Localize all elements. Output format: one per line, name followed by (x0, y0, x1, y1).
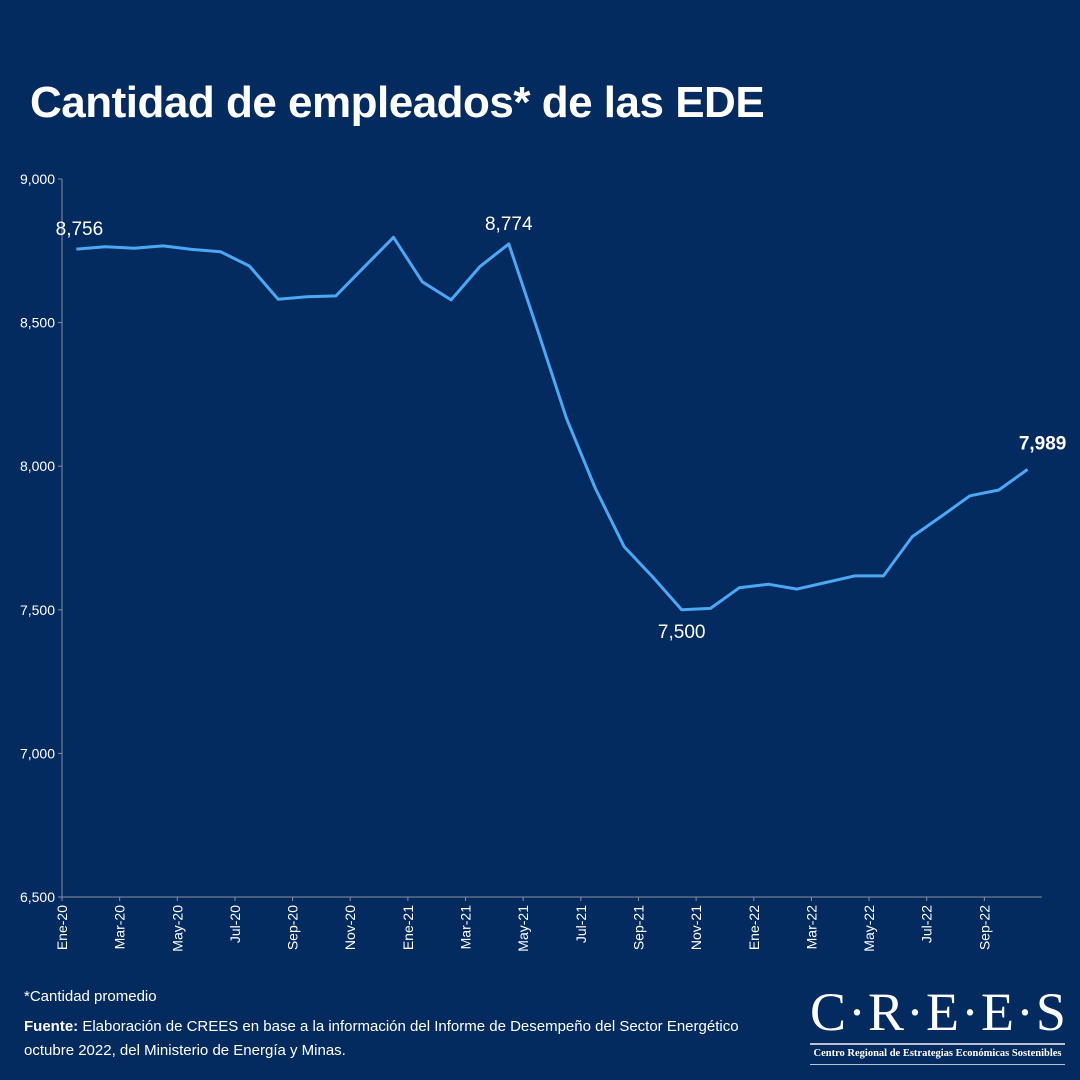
source-text: Elaboración de CREES en base a la inform… (24, 1018, 739, 1059)
y-tick-label: 9,000 (20, 171, 55, 187)
data-label: 7,989 (1019, 433, 1067, 454)
source-note: Fuente: Elaboración de CREES en base a l… (24, 1015, 744, 1063)
data-label: 8,774 (485, 214, 533, 235)
x-tick-label: Mar-20 (112, 905, 128, 950)
series-line (76, 235, 1029, 612)
x-tick-label: Sep-21 (630, 905, 646, 950)
logo-wordmark: C·R·E·E·S (810, 982, 1068, 1042)
x-tick-label: May-20 (169, 905, 185, 952)
x-tick-label: Ene-20 (54, 905, 70, 950)
x-tick-label: Jul-22 (919, 905, 935, 943)
y-tick-label: 7,500 (20, 602, 55, 618)
x-tick-label: Jul-21 (573, 905, 589, 943)
x-tick-label: Nov-21 (688, 905, 704, 950)
x-tick-label: Ene-21 (400, 905, 416, 950)
source-label: Fuente: (24, 1018, 79, 1035)
chart-title: Cantidad de empleados* de las EDE (30, 78, 765, 127)
logo-subtitle: Centro Regional de Estrategias Económica… (810, 1043, 1065, 1065)
x-tick-label: Sep-20 (285, 905, 301, 950)
x-tick-label: May-22 (861, 905, 877, 952)
y-tick-label: 6,500 (20, 889, 55, 905)
y-tick-label: 8,500 (20, 315, 55, 331)
data-label: 8,756 (56, 219, 104, 240)
x-tick-label: Ene-22 (746, 905, 762, 950)
y-tick-label: 8,000 (20, 458, 55, 474)
crees-logo: C·R·E·E·S Centro Regional de Estrategias… (810, 982, 1068, 1065)
footnote: *Cantidad promedio (24, 988, 157, 1005)
x-tick-label: Jul-20 (227, 905, 243, 943)
x-tick-label: Mar-22 (803, 905, 819, 950)
x-tick-label: Nov-20 (342, 905, 358, 950)
y-tick-label: 7,000 (20, 745, 55, 761)
x-tick-label: Sep-22 (976, 905, 992, 950)
data-label: 7,500 (658, 622, 706, 643)
x-tick-label: May-21 (515, 905, 531, 952)
x-tick-label: Mar-21 (458, 905, 474, 950)
